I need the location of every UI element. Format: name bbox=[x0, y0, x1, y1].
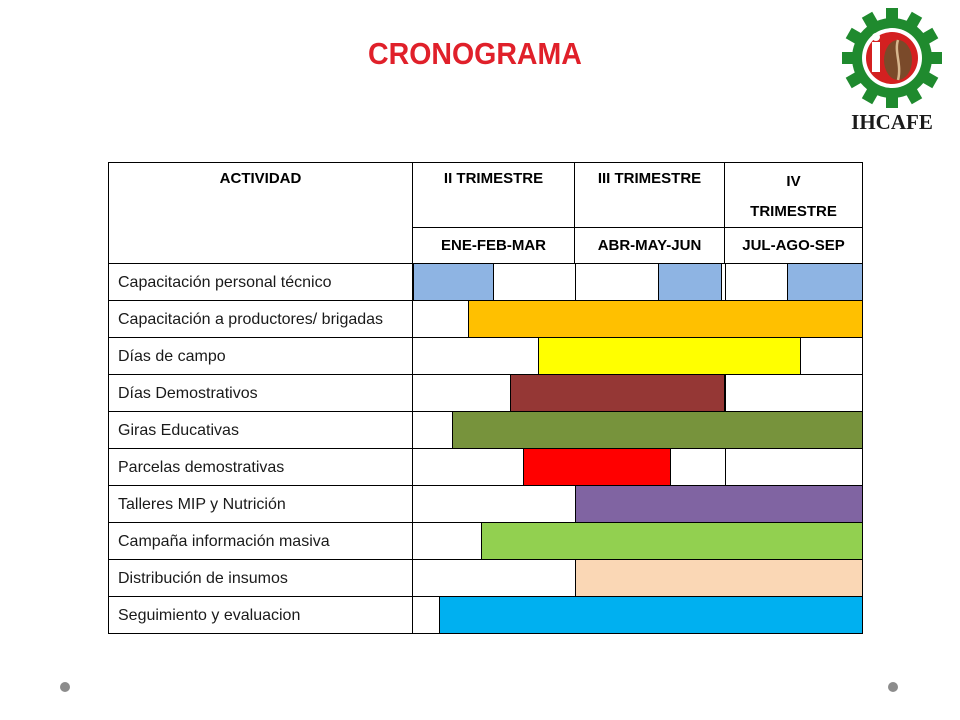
activity-label: Parcelas demostrativas bbox=[108, 448, 413, 486]
quarter-divider bbox=[575, 264, 576, 300]
slide-dot-left bbox=[60, 682, 70, 692]
header-q3-months: ABR-MAY-JUN bbox=[574, 227, 725, 264]
activity-label: Días Demostrativos bbox=[108, 374, 413, 412]
schedule-bar-segment bbox=[438, 597, 863, 633]
activity-label: Giras Educativas bbox=[108, 411, 413, 449]
table-row: Seguimiento y evaluacion bbox=[108, 596, 863, 634]
quarter-divider bbox=[725, 375, 726, 411]
schedule-bar-segment bbox=[481, 523, 863, 559]
activity-label: Capacitación a productores/ brigadas bbox=[108, 300, 413, 338]
table-row: Giras Educativas bbox=[108, 411, 863, 449]
quarter-divider bbox=[725, 449, 726, 485]
quarter-divider bbox=[725, 264, 726, 300]
schedule-bar-cell bbox=[412, 559, 863, 597]
activity-label: Días de campo bbox=[108, 337, 413, 375]
activity-label: Campaña información masiva bbox=[108, 522, 413, 560]
schedule-bar-segment bbox=[451, 412, 863, 448]
ihcafe-gear-logo-icon bbox=[842, 8, 942, 108]
schedule-bar-cell bbox=[412, 374, 863, 412]
slide-dot-right bbox=[888, 682, 898, 692]
schedule-bar-cell bbox=[412, 485, 863, 523]
table-row: Días de campo bbox=[108, 337, 863, 375]
schedule-bar-segment bbox=[510, 375, 725, 411]
schedule-table: ACTIVIDAD II TRIMESTRE III TRIMESTRE IV … bbox=[108, 162, 863, 634]
header-q2: II TRIMESTRE bbox=[412, 162, 575, 228]
table-row: Capacitación personal técnico bbox=[108, 263, 863, 301]
schedule-bar-cell bbox=[412, 448, 863, 486]
schedule-bar-segment bbox=[657, 264, 722, 300]
activity-label: Capacitación personal técnico bbox=[108, 263, 413, 301]
schedule-bar-segment bbox=[787, 264, 863, 300]
table-row: Talleres MIP y Nutrición bbox=[108, 485, 863, 523]
activity-label: Talleres MIP y Nutrición bbox=[108, 485, 413, 523]
schedule-bar-cell bbox=[412, 300, 863, 338]
schedule-bar-cell bbox=[412, 411, 863, 449]
activity-label: Seguimiento y evaluacion bbox=[108, 596, 413, 634]
table-row: Días Demostrativos bbox=[108, 374, 863, 412]
schedule-bar-segment bbox=[575, 560, 863, 596]
schedule-bar-segment bbox=[468, 301, 863, 337]
logo-text: IHCAFE bbox=[851, 110, 933, 134]
page-title: CRONOGRAMA bbox=[368, 36, 582, 71]
ihcafe-logo: IHCAFE bbox=[838, 8, 946, 138]
schedule-bar-segment bbox=[537, 338, 801, 374]
table-row: Campaña información masiva bbox=[108, 522, 863, 560]
activity-label: Distribución de insumos bbox=[108, 559, 413, 597]
schedule-bar-segment bbox=[575, 486, 863, 522]
schedule-bar-cell bbox=[412, 596, 863, 634]
schedule-bar-segment bbox=[523, 449, 671, 485]
header-activity: ACTIVIDAD bbox=[108, 162, 413, 264]
schedule-bar-cell bbox=[412, 337, 863, 375]
table-row: Parcelas demostrativas bbox=[108, 448, 863, 486]
table-row: Distribución de insumos bbox=[108, 559, 863, 597]
table-row: Capacitación a productores/ brigadas bbox=[108, 300, 863, 338]
schedule-bar-segment bbox=[413, 264, 494, 300]
header-q3: III TRIMESTRE bbox=[574, 162, 725, 228]
header-q4-months: JUL-AGO-SEP bbox=[724, 227, 863, 264]
schedule-bar-cell bbox=[412, 263, 863, 301]
header-q4: IV TRIMESTRE bbox=[724, 162, 863, 228]
header-q2-months: ENE-FEB-MAR bbox=[412, 227, 575, 264]
schedule-bar-cell bbox=[412, 522, 863, 560]
